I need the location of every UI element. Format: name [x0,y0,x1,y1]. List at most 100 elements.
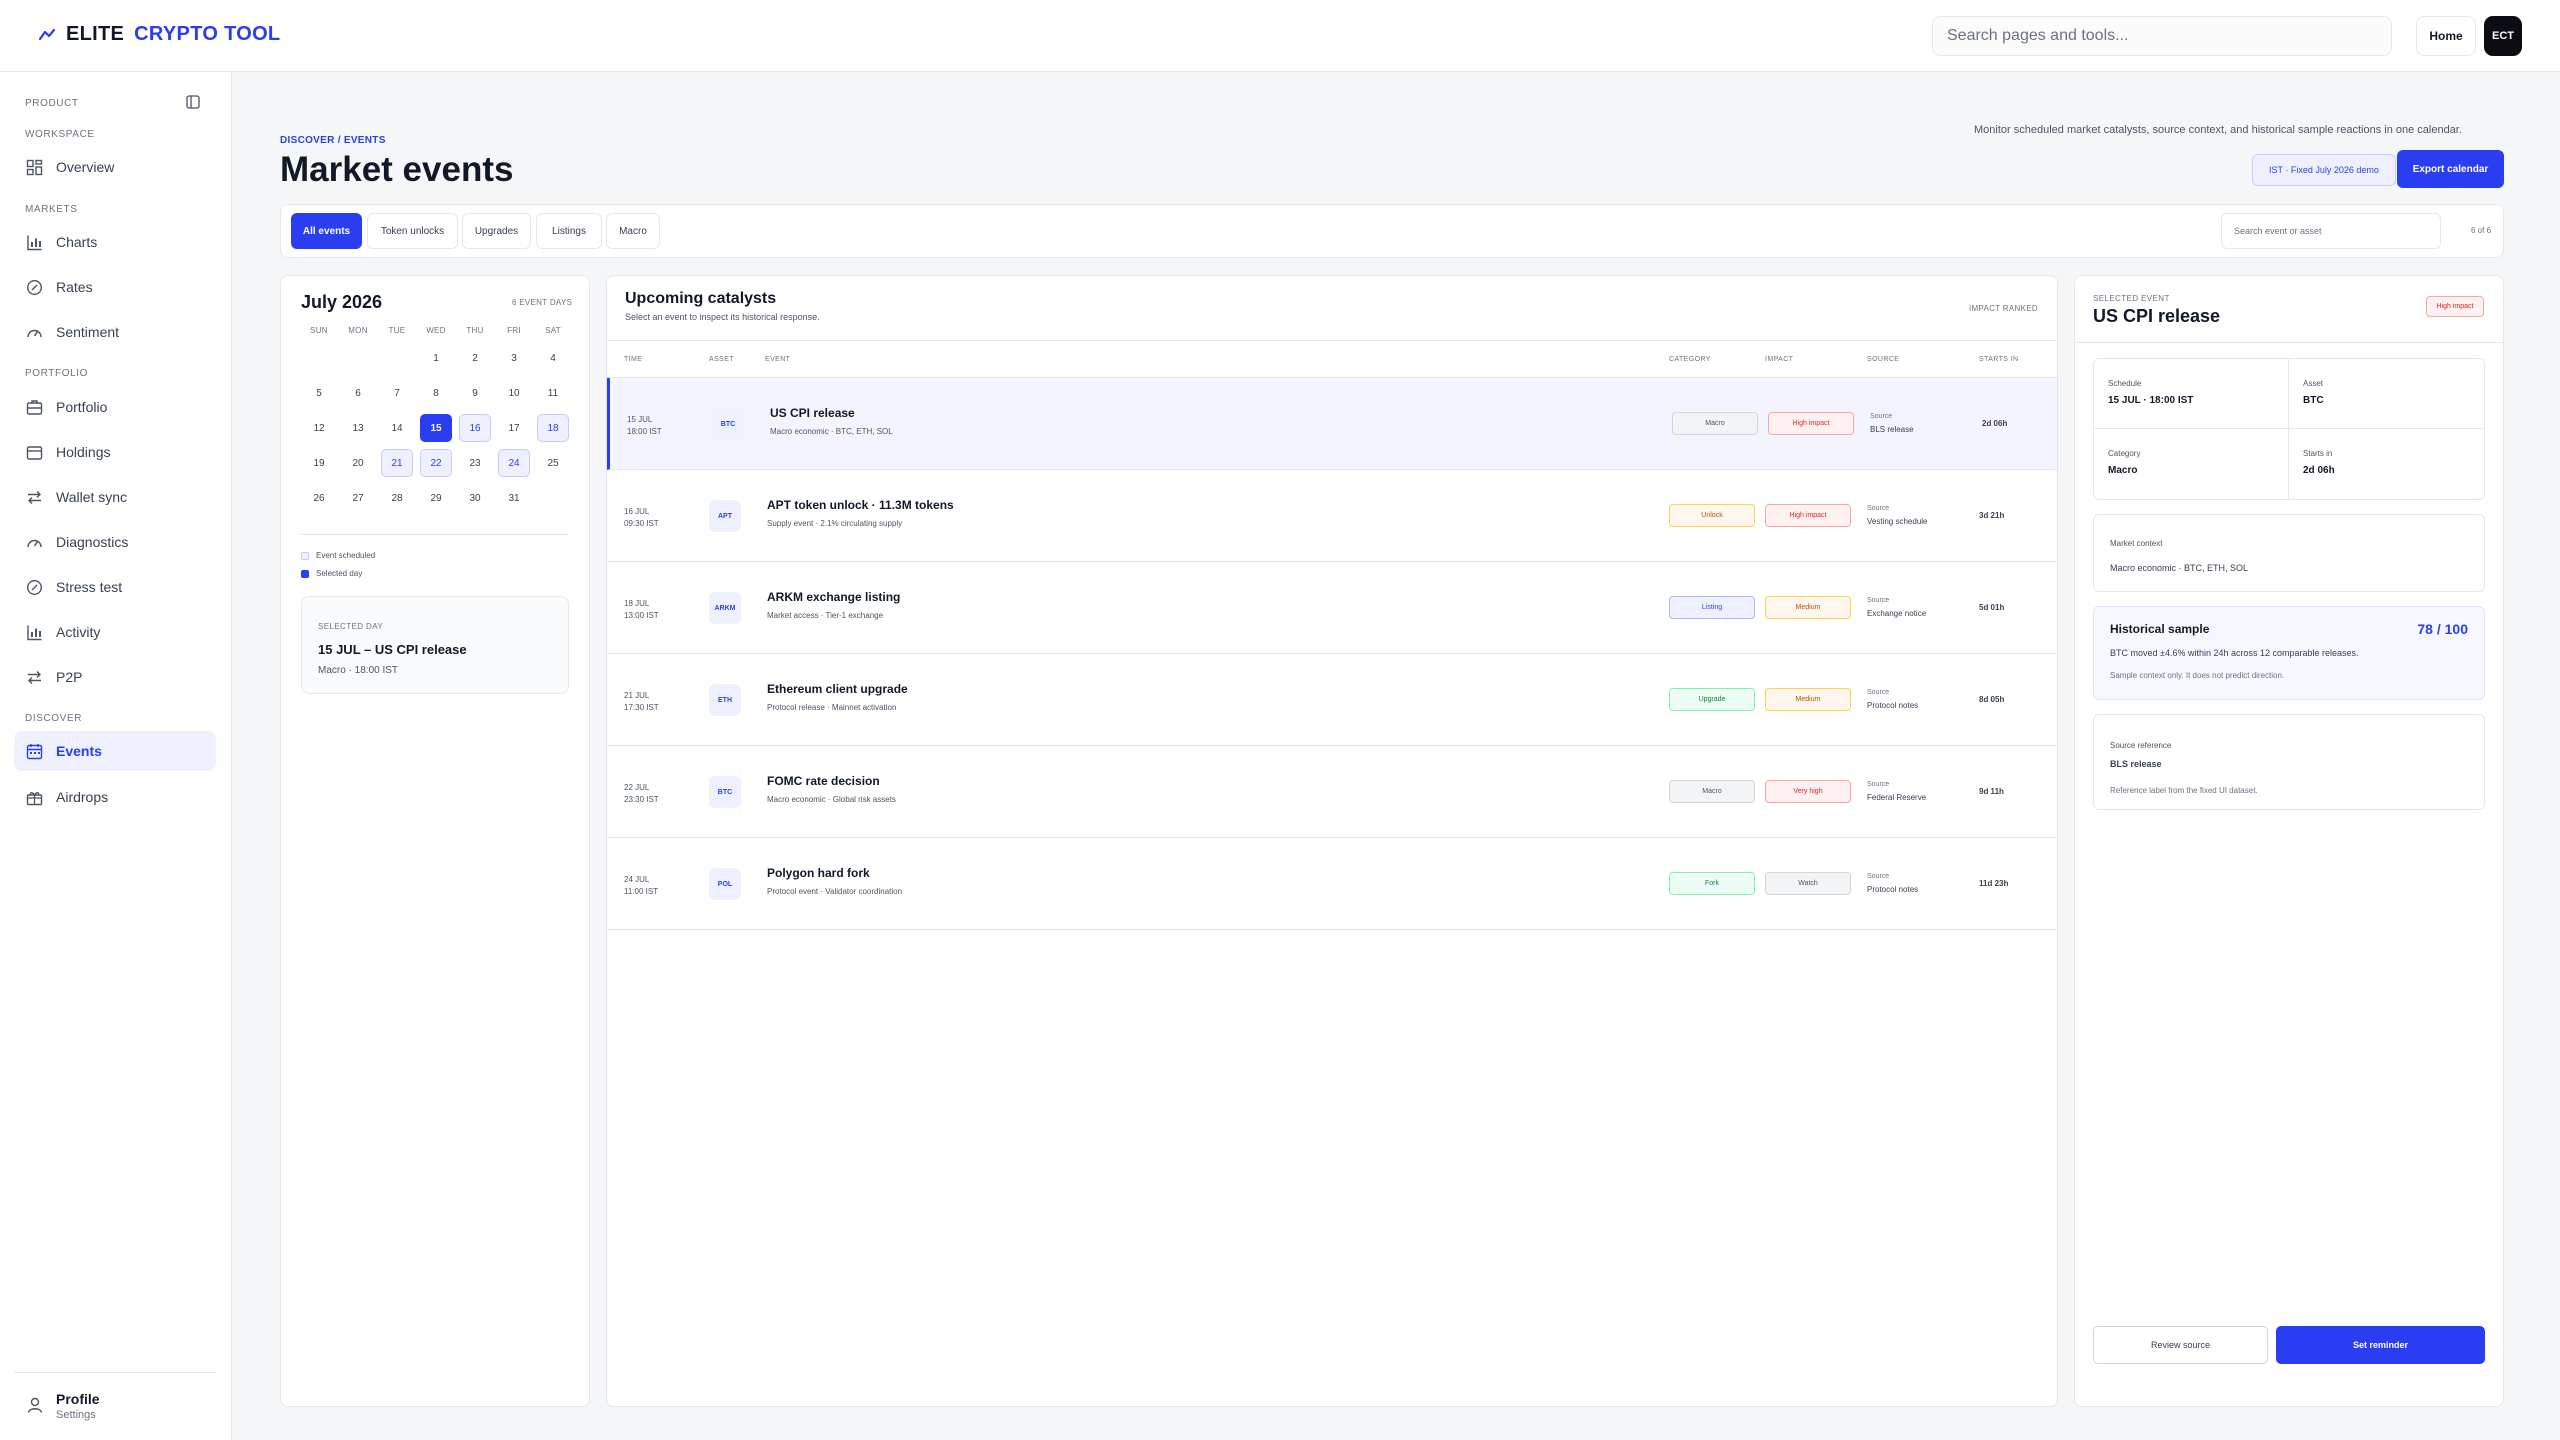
sidebar-item-activity[interactable]: Activity [14,612,216,652]
sidebar-item-stress-test[interactable]: Stress test [14,567,216,607]
calendar-day[interactable]: 12 [313,422,325,434]
asset-badge: ETH [709,684,741,716]
legend-scheduled: Event scheduled [301,551,375,560]
review-source-button[interactable]: Review source [2093,1326,2268,1364]
sidebar-item-events[interactable]: Events [14,731,216,771]
sidebar-collapse-icon[interactable] [186,95,200,109]
global-search-input[interactable]: Search pages and tools... [1932,16,2392,56]
sidebar-item-charts[interactable]: Charts [14,222,216,262]
arrows-icon [28,670,41,684]
event-date: 22 JUL [624,783,650,792]
table-row[interactable]: 24 JUL 11:00 IST POL Polygon hard fork Proto… [607,838,2057,930]
calendar-day[interactable]: 21 [381,449,413,477]
schedule-value: 15 JUL · 18:00 IST [2108,395,2194,406]
calendar-day[interactable]: 17 [508,422,520,434]
legend-label: Event scheduled [316,551,376,560]
event-clock: 18:00 IST [627,427,662,436]
calendar-day[interactable]: 9 [472,387,478,399]
event-clock: 23:30 IST [624,795,659,804]
calendar-day[interactable]: 25 [547,457,559,469]
event-subtitle: Macro economic · Global risk assets [767,795,896,804]
tab-token-unlocks[interactable]: Token unlocks [367,213,458,249]
calendar-day[interactable]: 4 [550,352,556,364]
tab-listings[interactable]: Listings [536,213,602,249]
sidebar-item-label: Activity [56,624,101,640]
event-name: ARKM exchange listing [767,590,901,604]
category-pill: Fork [1669,872,1755,895]
weekday-label: SAT [545,326,561,335]
calendar-day[interactable]: 6 [355,387,361,399]
calendar-day[interactable]: 15 [420,414,452,442]
event-name: APT token unlock · 11.3M tokens [767,498,954,512]
starts-in-label: Starts in [2303,449,2333,458]
profile-link[interactable]: Profile Settings [14,1372,216,1421]
calendar-day[interactable]: 2 [472,352,478,364]
calendar-day[interactable]: 23 [469,457,481,469]
table-row[interactable]: 15 JUL 18:00 IST BTC US CPI release Macro ec… [607,378,2057,470]
sidebar-item-portfolio[interactable]: Portfolio [14,387,216,427]
col-category: CATEGORY [1669,356,1711,363]
calendar-day[interactable]: 16 [459,414,491,442]
category-pill: Listing [1669,596,1755,619]
historical-sample-text: BTC moved ±4.6% within 24h across 12 com… [2110,648,2359,658]
breadcrumb[interactable]: DISCOVER / EVENTS [280,135,386,146]
table-row[interactable]: 22 JUL 23:30 IST BTC FOMC rate decision Macr… [607,746,2057,838]
calendar-day[interactable]: 18 [537,414,569,442]
sidebar-item-sentiment[interactable]: Sentiment [14,312,216,352]
selected-day-sub: Macro · 18:00 IST [318,665,399,676]
calendar-day[interactable]: 13 [352,422,364,434]
calendar-day[interactable]: 27 [352,492,364,504]
calendar-day[interactable]: 3 [511,352,517,364]
sidebar-section-portfolio: PORTFOLIO [25,368,89,379]
brand-logo[interactable]: ELITE CRYPTO TOOL [38,23,280,46]
calendar-day[interactable]: 10 [508,387,520,399]
calendar-day[interactable]: 20 [352,457,364,469]
sidebar-item-overview[interactable]: Overview [14,147,216,187]
calendar-day[interactable]: 8 [433,387,439,399]
sidebar-item-rates[interactable]: Rates [14,267,216,307]
asset-value: BTC [2303,395,2324,406]
sidebar-item-label: Rates [56,279,93,295]
calendar-day[interactable]: 26 [313,492,325,504]
calendar-day[interactable]: 30 [469,492,481,504]
calendar-day[interactable]: 28 [391,492,403,504]
calendar-day[interactable]: 31 [508,492,520,504]
export-calendar-button[interactable]: Export calendar [2397,150,2504,188]
event-date: 18 JUL [624,599,650,608]
profile-name: Profile [56,1391,100,1407]
asset-badge: APT [709,500,741,532]
calendar-day[interactable]: 5 [316,387,322,399]
arrows-icon [28,490,41,504]
calendar-day[interactable]: 22 [420,449,452,477]
sidebar-item-diagnostics[interactable]: Diagnostics [14,522,216,562]
avatar[interactable]: ECT [2484,16,2522,56]
schedule-cell: Schedule 15 JUL · 18:00 IST [2094,359,2289,429]
tab-macro[interactable]: Macro [606,213,660,249]
calendar-day[interactable]: 14 [391,422,403,434]
calendar-day[interactable]: 11 [547,387,559,399]
tab-all-events[interactable]: All events [291,213,362,249]
table-row[interactable]: 21 JUL 17:30 IST ETH Ethereum client upgrad… [607,654,2057,746]
calendar-day[interactable]: 19 [313,457,325,469]
calendar-day[interactable]: 29 [430,492,442,504]
sidebar-item-wallet-sync[interactable]: Wallet sync [14,477,216,517]
gift-icon [26,791,43,805]
detail-title: US CPI release [2093,306,2221,326]
calendar-day[interactable]: 24 [498,449,530,477]
event-clock: 17:30 IST [624,703,659,712]
tab-upgrades[interactable]: Upgrades [462,213,531,249]
sidebar-item-airdrops[interactable]: Airdrops [14,777,216,817]
table-row[interactable]: 18 JUL 13:00 IST ARKM ARKM exchange listing… [607,562,2057,654]
speedometer-icon [27,329,42,337]
calendar-day[interactable]: 7 [394,387,400,399]
impact-pill: Very high [1765,780,1851,803]
home-button[interactable]: Home [2416,16,2476,56]
event-time: 16 JUL 09:30 IST [624,506,659,530]
table-row[interactable]: 16 JUL 09:30 IST APT APT token unlock · 11.… [607,470,2057,562]
profile-sub: Settings [56,1409,96,1421]
event-search-input[interactable]: Search event or asset [2221,213,2441,249]
sidebar-item-p2p[interactable]: P2P [14,657,216,697]
sidebar-item-holdings[interactable]: Holdings [14,432,216,472]
set-reminder-button[interactable]: Set reminder [2276,1326,2485,1364]
calendar-day[interactable]: 1 [433,352,439,364]
